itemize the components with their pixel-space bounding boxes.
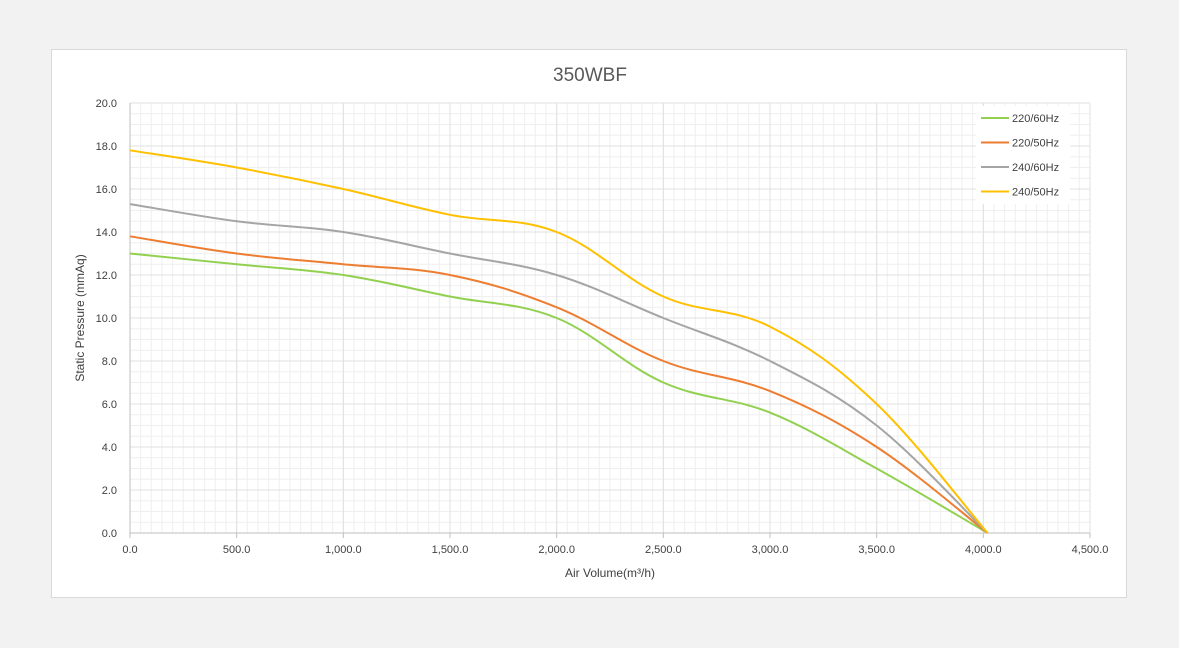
y-tick-label: 6.0: [102, 399, 117, 411]
y-tick-label: 16.0: [96, 184, 117, 196]
legend-box: [976, 106, 1070, 204]
series-lines: [129, 149, 989, 534]
x-tick-label: 4,000.0: [965, 544, 1002, 556]
tick-labels: 0.0 500.0 1,000.0 1,500.0 2,000.0 2,500.0 3,00…: [96, 98, 1109, 556]
x-axis-label: Air Volume(m³/h): [565, 566, 655, 580]
y-tick-label: 14.0: [96, 227, 117, 239]
x-tick-label: 500.0: [223, 544, 251, 556]
x-tick-label: 3,500.0: [858, 544, 895, 556]
x-tick-label: 4,500.0: [1072, 544, 1109, 556]
x-tick-label: 1,500.0: [432, 544, 469, 556]
grid: [129, 102, 1091, 534]
x-tick-label: 3,000.0: [752, 544, 789, 556]
y-tick-label: 0.0: [102, 528, 117, 540]
x-tick-label: 1,000.0: [325, 544, 362, 556]
legend-label-3: 240/50Hz: [1012, 187, 1059, 199]
y-tick-label: 18.0: [96, 141, 117, 153]
axes: [129, 103, 1091, 538]
y-tick-label: 12.0: [96, 270, 117, 282]
legend-label-0: 220/60Hz: [1012, 113, 1059, 125]
y-tick-label: 2.0: [102, 485, 117, 497]
x-tick-label: 2,000.0: [538, 544, 575, 556]
x-tick-label: 2,500.0: [645, 544, 682, 556]
y-tick-label: 20.0: [96, 98, 117, 110]
y-tick-label: 4.0: [102, 442, 117, 454]
series-line-3: [129, 149, 989, 534]
x-tick-label: 0.0: [122, 544, 137, 556]
legend-label-2: 240/60Hz: [1012, 162, 1059, 174]
legend-label-1: 220/50Hz: [1012, 138, 1059, 150]
legend: 220/60Hz 220/50Hz 240/60Hz 240/50Hz: [976, 106, 1070, 204]
chart-title: 350WBF: [553, 65, 627, 86]
y-tick-label: 8.0: [102, 356, 117, 368]
series-line-2: [129, 203, 989, 534]
y-tick-label: 10.0: [96, 313, 117, 325]
y-axis-label: Static Pressure (mmAq): [73, 254, 87, 381]
series-line-0: [129, 252, 989, 534]
series-line-1: [129, 235, 989, 534]
